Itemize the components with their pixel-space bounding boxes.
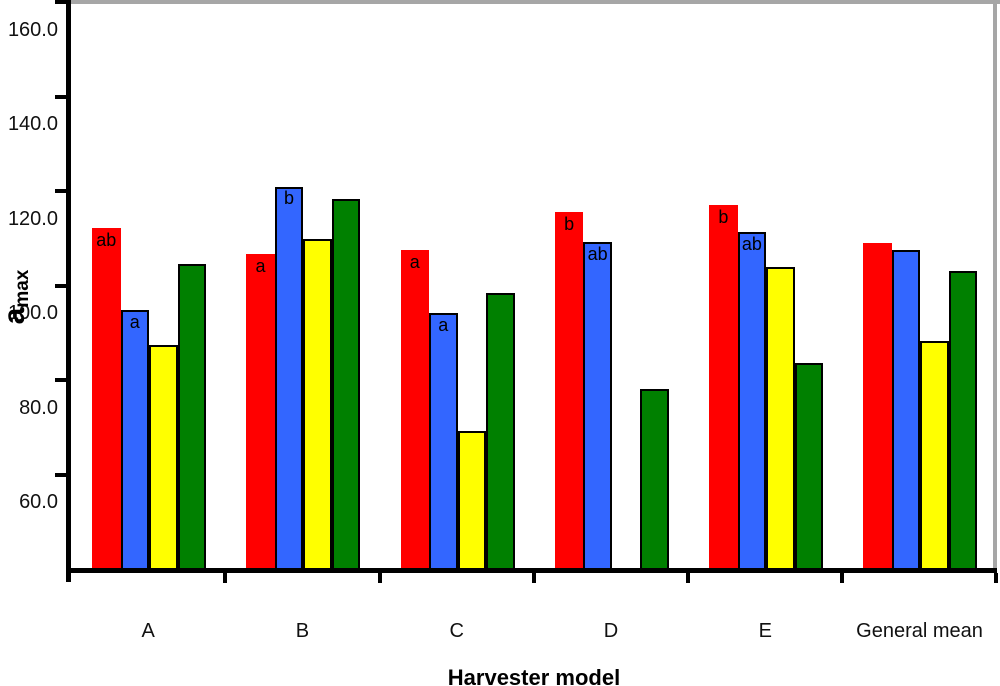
- significance-letter: ab: [587, 243, 608, 264]
- bar-green-General-mean: [948, 271, 978, 573]
- x-axis-tick: [223, 573, 228, 583]
- y-axis-tick-label: 60.0: [19, 491, 58, 514]
- bar-yellow-General-mean: [920, 341, 949, 573]
- y-axis-tick: [55, 472, 67, 477]
- bar-green-D: [640, 389, 669, 573]
- y-axis-title-base: a: [0, 307, 31, 325]
- bar-blue-General-mean: [891, 249, 921, 573]
- x-axis-title: Harvester model: [447, 665, 621, 686]
- significance-letter: a: [409, 251, 420, 272]
- bar-yellow-C: [457, 430, 487, 573]
- bar-blue-E: [737, 232, 767, 573]
- category-label: C: [449, 620, 464, 642]
- bar-red-A: [92, 227, 121, 573]
- y-axis-tick-label: 100.0: [7, 302, 58, 325]
- y-axis-tick: [55, 94, 67, 99]
- category-label: A: [141, 620, 155, 642]
- category-label: D: [603, 620, 619, 642]
- y-axis-tick-label: 160.0: [7, 18, 58, 41]
- bar-red-E: [709, 204, 738, 573]
- x-axis-tick: [840, 573, 845, 583]
- category-label: B: [295, 620, 310, 642]
- bar-red-B: [246, 254, 275, 573]
- bar-yellow-E: [766, 266, 795, 573]
- y-axis-tick-label: 80.0: [19, 396, 58, 419]
- bar-yellow-A: [149, 344, 178, 573]
- significance-letter: b: [564, 214, 575, 234]
- x-axis-tick: [686, 573, 691, 583]
- bar-blue-C: [429, 312, 458, 573]
- category-label: General mean: [856, 620, 983, 642]
- significance-letter: a: [255, 256, 266, 277]
- category-label: E: [758, 620, 772, 642]
- y-axis-tick: [55, 378, 67, 383]
- significance-letter: b: [718, 206, 729, 227]
- x-axis-tick: [377, 573, 382, 583]
- bar-yellow-B: [303, 238, 332, 573]
- bar-blue-D: [583, 241, 612, 573]
- y-axis-tick-label: 120.0: [7, 207, 58, 230]
- y-axis-tick: [55, 283, 67, 288]
- significance-letter: a: [438, 314, 449, 335]
- significance-letter: a: [129, 312, 140, 333]
- significance-letter: ab: [741, 234, 762, 255]
- bar-green-A: [177, 264, 206, 573]
- bar-green-C: [486, 292, 515, 573]
- bar-green-E: [794, 362, 824, 573]
- y-axis-title-subscript: max: [12, 269, 33, 308]
- significance-letter: ab: [96, 229, 117, 250]
- x-axis-line: [66, 568, 997, 573]
- bar-blue-A: [120, 310, 149, 573]
- y-axis-line: [66, 0, 71, 582]
- bar-red-General-mean: [863, 242, 892, 573]
- plot-border-top: [66, 0, 1000, 4]
- bar-green-B: [331, 198, 361, 573]
- plot-border-right: [993, 0, 997, 572]
- bar-blue-B: [274, 186, 304, 573]
- significance-letter: b: [284, 188, 295, 209]
- bar-red-C: [400, 249, 430, 573]
- y-axis-tick-label: 140.0: [7, 113, 58, 136]
- y-axis-title: amax: [0, 270, 34, 325]
- y-axis-tick: [55, 189, 67, 194]
- bar-red-D: [554, 212, 584, 573]
- x-axis-tick: [993, 573, 998, 583]
- y-axis-tick: [55, 0, 67, 5]
- x-axis-tick: [531, 573, 536, 583]
